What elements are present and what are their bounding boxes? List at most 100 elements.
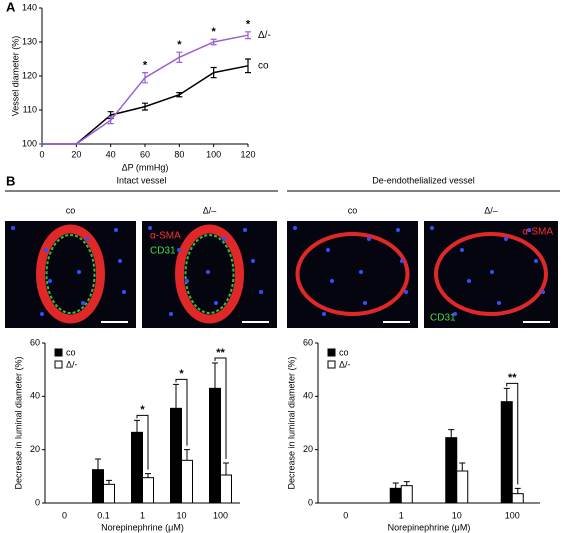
y-tick-label: 0 — [35, 497, 40, 507]
vessel-wall — [36, 224, 105, 324]
legend-label: Δ/- — [339, 359, 351, 369]
error-bar — [142, 102, 148, 111]
x-tick-label: 1 — [140, 510, 145, 520]
y-axis-label: Vessel diameter (%) — [10, 36, 20, 117]
error-bar — [176, 51, 183, 63]
nucleus — [330, 279, 334, 283]
y-tick-label: 140 — [22, 2, 37, 12]
nucleus — [541, 290, 545, 294]
bar — [181, 459, 193, 504]
nucleus — [490, 270, 494, 274]
error-bar — [503, 387, 510, 402]
legend-swatch — [54, 348, 63, 357]
micrograph — [287, 221, 418, 328]
y-tick-label: 0 — [308, 497, 313, 507]
nucleus — [259, 290, 263, 294]
error-bar — [245, 58, 251, 74]
error-bar — [514, 487, 521, 494]
nucleus — [206, 270, 210, 274]
nucleus — [293, 226, 297, 230]
error-bar — [459, 462, 466, 471]
y-tick-label: 130 — [22, 36, 37, 46]
x-tick-label: 100 — [206, 149, 221, 159]
nucleus — [497, 301, 501, 305]
group-title: De-endothelialized vessel — [372, 175, 475, 185]
error-bar — [245, 31, 251, 40]
significance-bracket — [214, 357, 227, 459]
series-label: co — [258, 60, 269, 71]
bar — [500, 401, 513, 504]
nucleus — [222, 237, 226, 241]
error-bar — [134, 419, 140, 433]
x-tick-label: 0 — [343, 510, 348, 520]
stain-label: CD31 — [430, 313, 456, 324]
x-tick-label: 100 — [505, 510, 520, 520]
x-tick-label: 0.1 — [97, 510, 110, 520]
vessel-wall — [175, 224, 244, 324]
significance-mark: ** — [216, 347, 225, 359]
significance-mark: * — [140, 404, 145, 416]
significance-mark: ** — [508, 372, 517, 384]
x-tick-label: 1 — [399, 510, 404, 520]
significance-mark: * — [143, 60, 148, 72]
y-tick-label: 60 — [303, 337, 313, 347]
panel-label: A — [6, 0, 16, 14]
nucleus — [44, 248, 48, 252]
nucleus — [114, 228, 118, 232]
error-bar — [142, 72, 148, 84]
y-tick-label: 40 — [30, 391, 40, 401]
significance-mark: * — [179, 368, 184, 380]
y-tick-label: 60 — [30, 337, 40, 347]
x-tick-label: 10 — [452, 510, 462, 520]
bar — [389, 487, 402, 504]
bar — [131, 431, 143, 504]
significance-mark: * — [212, 26, 217, 38]
vessel-wall — [434, 232, 548, 316]
error-bar — [176, 92, 183, 98]
micrograph — [5, 221, 136, 328]
micrograph — [424, 221, 558, 328]
nucleus — [122, 290, 126, 294]
nucleus — [404, 290, 408, 294]
x-tick-label: 20 — [71, 149, 81, 159]
endothelium — [184, 234, 235, 314]
error-bar — [173, 383, 179, 409]
bar — [92, 469, 104, 504]
nucleus — [243, 228, 247, 232]
nucleus — [527, 228, 531, 232]
micrograph — [142, 221, 277, 328]
x-tick-label: 40 — [106, 149, 116, 159]
nucleus — [396, 228, 400, 232]
error-bar — [210, 66, 217, 79]
error-bar — [184, 449, 190, 461]
bar — [400, 485, 413, 504]
y-tick-label: 20 — [303, 444, 313, 454]
y-axis-label: Decrease in luminal diameter (%) — [286, 356, 296, 489]
nucleus — [467, 279, 471, 283]
bar — [445, 437, 458, 504]
x-tick-label: 10 — [176, 510, 186, 520]
line — [42, 34, 249, 145]
nucleus — [11, 226, 15, 230]
nucleus — [400, 259, 404, 263]
nucleus — [363, 301, 367, 305]
nucleus — [40, 312, 44, 316]
endothelium — [45, 234, 96, 314]
bar — [103, 483, 115, 504]
y-tick-label: 120 — [22, 70, 37, 80]
nucleus — [148, 226, 152, 230]
stain-label: α-SMA — [522, 227, 553, 238]
x-tick-label: 80 — [174, 149, 184, 159]
y-tick-label: 110 — [23, 104, 37, 114]
nucleus — [251, 259, 255, 263]
significance-mark: * — [246, 19, 251, 31]
x-tick-label: 0 — [62, 510, 67, 520]
nucleus — [81, 301, 85, 305]
image-label: co — [348, 205, 358, 215]
y-tick-label: 20 — [30, 444, 40, 454]
nucleus — [359, 270, 363, 274]
stain-label: α-SMA — [150, 231, 181, 242]
nucleus — [534, 259, 538, 263]
x-tick-label: 120 — [240, 149, 255, 159]
